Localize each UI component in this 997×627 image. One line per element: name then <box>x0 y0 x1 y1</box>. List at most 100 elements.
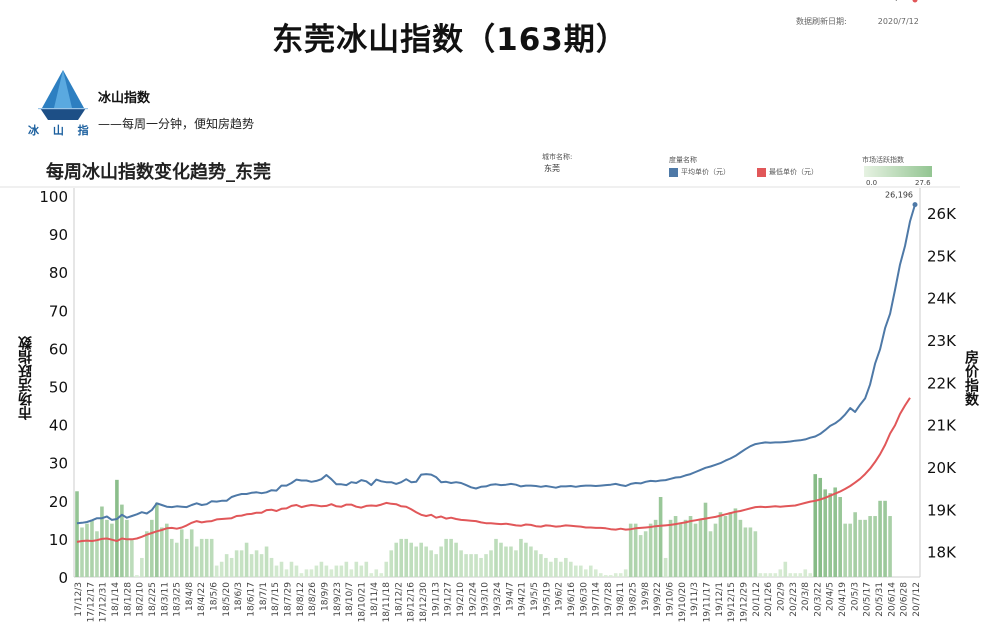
activity-bar <box>324 565 329 577</box>
activity-bar <box>429 550 433 577</box>
x-tick-label: 20/2/23 <box>789 582 799 617</box>
left-tick-label: 30 <box>49 455 68 473</box>
activity-bar <box>459 550 463 577</box>
x-tick-label: 19/12/1 <box>715 582 725 617</box>
activity-bar <box>214 565 219 577</box>
x-tick-label: 19/9/8 <box>641 582 651 611</box>
right-tick-label: 21K <box>927 417 957 435</box>
x-tick-label: 18/1/28 <box>123 582 133 617</box>
page-title: 东莞冰山指数（163期） <box>272 22 628 58</box>
x-tick-label: 18/6/3 <box>234 582 244 611</box>
right-axis-title: 房价指数 <box>963 350 979 406</box>
avg-price-last-label: 26,196 <box>885 191 913 200</box>
activity-bar <box>593 569 598 577</box>
activity-bar <box>693 523 698 577</box>
activity-bar <box>823 489 828 577</box>
activity-bar <box>259 554 264 577</box>
activity-bar <box>579 565 583 577</box>
activity-last-label: 15.8 <box>899 0 917 2</box>
activity-bar <box>319 561 324 577</box>
x-tick-label: 18/4/22 <box>197 582 207 617</box>
x-tick-label: 18/7/29 <box>284 582 294 617</box>
activity-bar <box>125 519 129 577</box>
x-tick-label: 19/8/25 <box>629 582 639 617</box>
activity-bar <box>703 502 708 577</box>
activity-bar <box>299 573 304 577</box>
activity-bar <box>349 569 354 577</box>
activity-bar <box>479 557 483 577</box>
x-tick-label: 17/12/31 <box>99 582 109 622</box>
x-tick-label: 19/3/10 <box>481 582 491 617</box>
activity-bar <box>224 554 229 577</box>
activity-bar <box>564 557 568 577</box>
activity-bar <box>494 538 498 577</box>
x-tick-label: 18/10/7 <box>345 582 355 617</box>
activity-bar <box>164 523 169 577</box>
left-tick-label: 70 <box>49 302 68 320</box>
activity-bar <box>404 538 409 577</box>
activity-bar <box>768 573 773 577</box>
x-tick-label: 18/8/12 <box>296 582 306 617</box>
x-tick-label: 19/5/5 <box>530 582 540 611</box>
activity-bar <box>244 542 249 577</box>
activity-bar <box>204 538 209 577</box>
activity-bar <box>289 561 294 577</box>
legend-item-low-price[interactable]: 最低单价（元） <box>757 167 818 177</box>
activity-bar <box>698 519 703 577</box>
x-tick-label: 18/5/6 <box>210 582 220 611</box>
x-tick-label: 19/2/10 <box>456 582 466 617</box>
refresh-date: 2020/7/12 <box>877 17 919 26</box>
activity-bar <box>444 538 448 577</box>
activity-bar <box>559 561 563 577</box>
activity-bar <box>683 519 688 577</box>
activity-bar <box>509 546 513 577</box>
refresh-label: 数据刷新日期: <box>796 17 847 26</box>
activity-bar <box>110 523 114 577</box>
x-tick-label: 19/1/27 <box>444 582 454 617</box>
activity-bar <box>100 506 104 577</box>
x-tick-label: 19/11/3 <box>690 582 700 617</box>
x-tick-label: 17/12/17 <box>86 582 96 622</box>
left-tick-label: 50 <box>49 379 68 397</box>
activity-bar <box>708 531 713 577</box>
activity-bar <box>150 519 154 577</box>
activity-bar <box>179 529 184 577</box>
activity-bar <box>314 565 319 577</box>
activity-bar <box>389 550 394 577</box>
activity-bar <box>628 523 633 577</box>
activity-bar <box>140 557 144 577</box>
activity-bar <box>264 546 269 577</box>
right-tick-label: 20K <box>927 459 957 477</box>
x-tick-label: 19/7/14 <box>592 582 602 617</box>
activity-bar <box>608 575 613 577</box>
x-tick-label: 18/7/1 <box>259 582 269 611</box>
x-tick-label: 18/12/30 <box>419 582 429 623</box>
activity-bar <box>673 516 678 577</box>
activity-bar <box>554 557 558 577</box>
activity-bar <box>643 531 648 577</box>
iceberg-logo-icon <box>38 70 88 120</box>
activity-bar <box>399 538 404 577</box>
activity-bar <box>613 573 618 577</box>
x-tick-label: 18/3/11 <box>160 582 170 617</box>
activity-bar <box>858 519 862 577</box>
activity-bar <box>748 527 753 577</box>
activity-bar <box>638 535 643 577</box>
avg-price-line <box>76 204 916 525</box>
activity-bar <box>354 561 359 577</box>
legend-item-avg-price[interactable]: 平均单价（元） <box>669 167 730 177</box>
x-tick-label: 20/6/14 <box>887 582 897 617</box>
activity-bar <box>539 554 543 577</box>
activity-bar <box>773 573 778 577</box>
activity-bar <box>863 519 867 577</box>
activity-bar <box>339 565 344 577</box>
legend-swatch-low <box>757 167 766 177</box>
city-filter-value[interactable]: 东莞 <box>544 164 560 173</box>
activity-bar <box>369 573 374 577</box>
activity-bar <box>713 523 718 577</box>
activity-bar <box>105 519 109 577</box>
activity-bar <box>883 500 887 577</box>
brand-slogan: ——每周一分钟，便知房趋势 <box>98 117 255 131</box>
x-tick-label: 18/3/25 <box>173 582 183 617</box>
